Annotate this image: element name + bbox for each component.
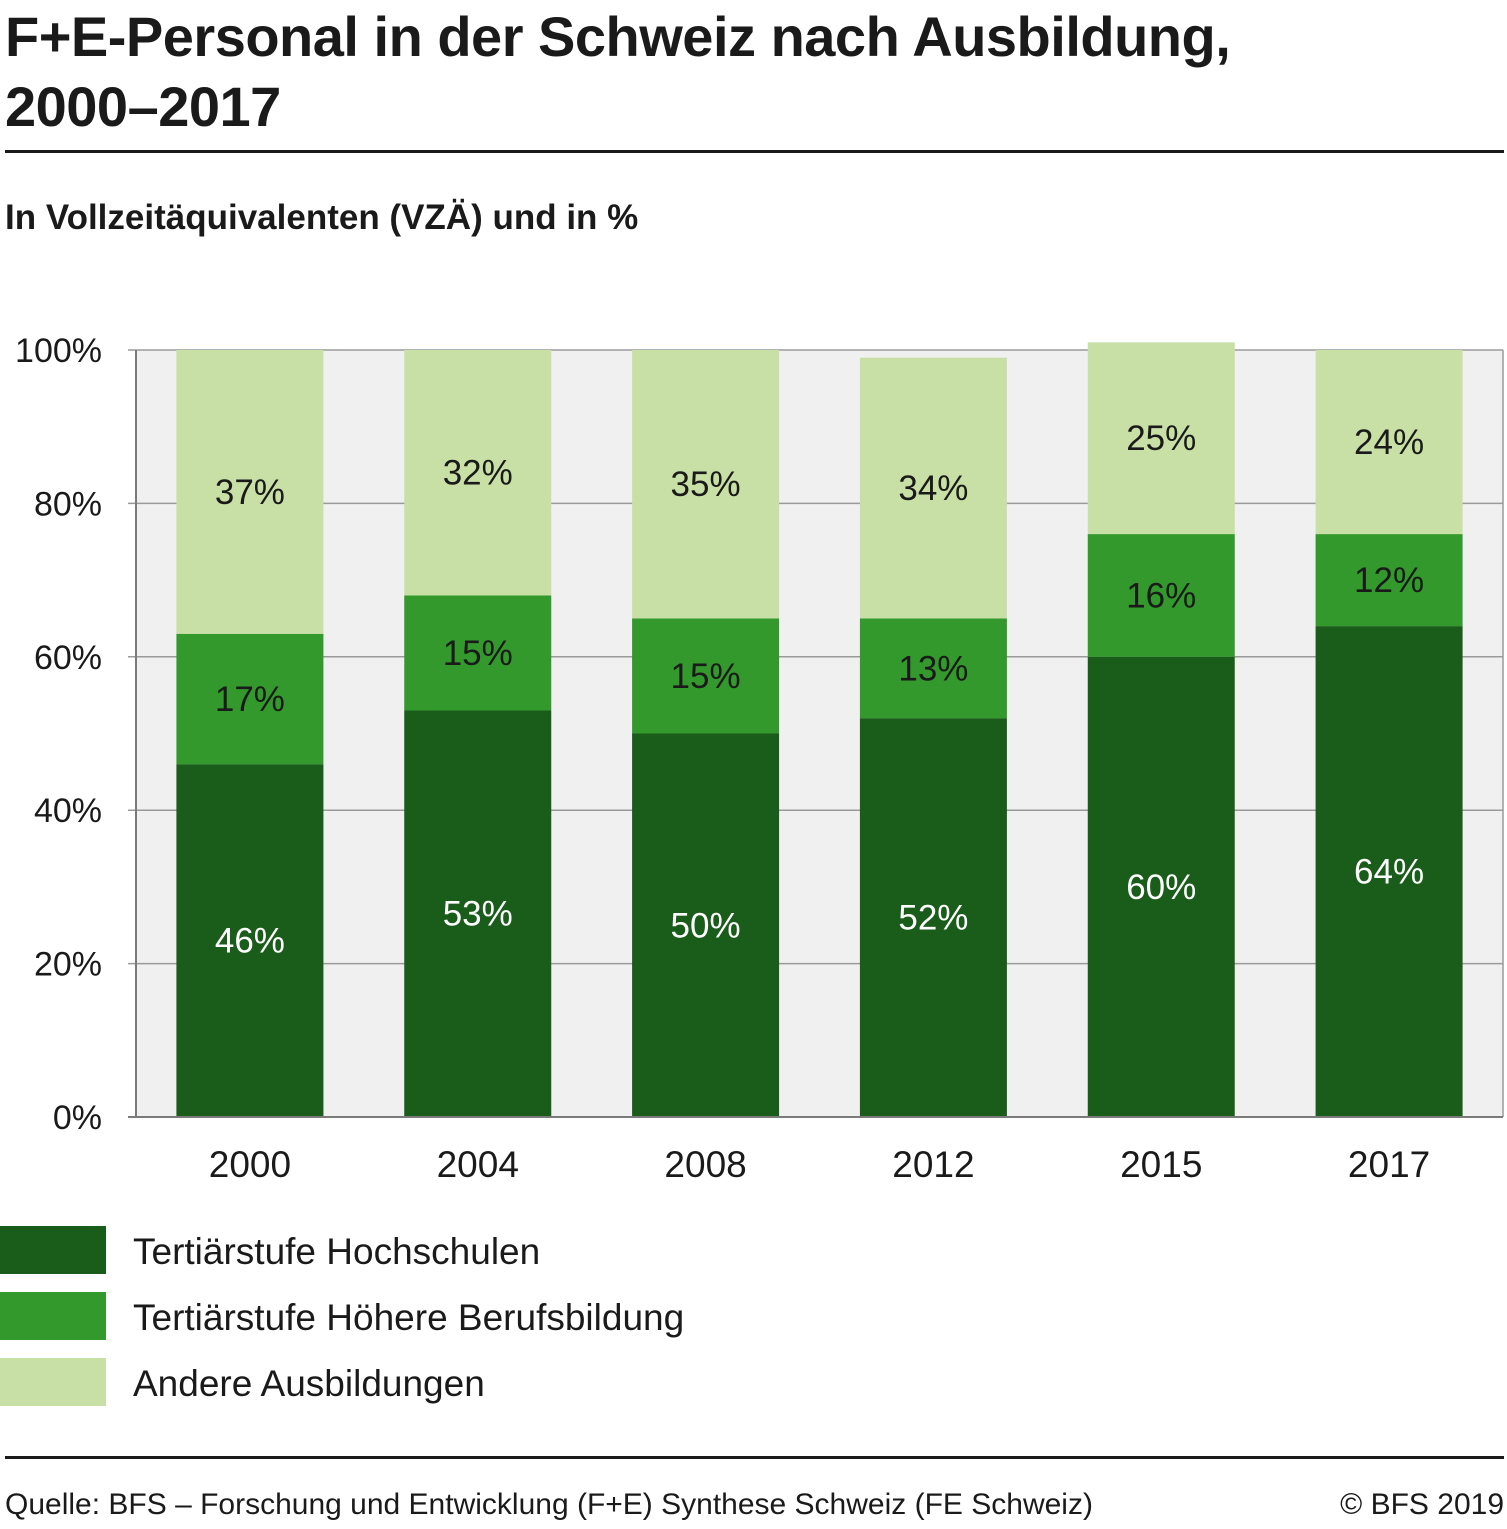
bar-segment — [404, 595, 552, 711]
data-label: 50% — [671, 906, 741, 945]
bar-segment — [632, 733, 780, 1117]
y-tick-label: 60% — [34, 639, 102, 677]
legend-label-hochschulen: Tertiärstufe Hochschulen — [133, 1231, 541, 1272]
data-label: 24% — [1354, 423, 1424, 462]
data-label: 46% — [215, 922, 285, 961]
title-rule — [5, 150, 1504, 153]
legend-item-andere: Andere Ausbildungen — [0, 1358, 900, 1406]
data-label: 25% — [1126, 419, 1196, 458]
data-label: 17% — [215, 680, 285, 719]
x-tick-label: 2000 — [209, 1144, 291, 1185]
chart-subtitle: In Vollzeitäquivalenten (VZÄ) und in % — [5, 198, 639, 237]
bar-segment — [859, 618, 1007, 719]
data-label: 52% — [898, 899, 968, 938]
copyright-note: © BFS 2019 — [1340, 1488, 1504, 1521]
data-label: 60% — [1126, 868, 1196, 907]
legend-swatch-berufsbildung — [0, 1292, 106, 1340]
data-label: 15% — [671, 657, 741, 696]
y-tick-label: 80% — [34, 485, 102, 523]
y-tick-label: 40% — [34, 792, 102, 830]
bar-segment — [1315, 626, 1463, 1117]
bar-segment — [1087, 656, 1235, 1117]
bar-segment — [404, 710, 552, 1117]
data-label: 37% — [215, 473, 285, 512]
data-label: 34% — [898, 469, 968, 508]
bar-segment — [176, 633, 324, 765]
bar-segment — [632, 618, 780, 734]
x-tick-label: 2012 — [892, 1144, 974, 1185]
data-label: 64% — [1354, 853, 1424, 892]
data-label: 13% — [898, 649, 968, 688]
data-label: 12% — [1354, 561, 1424, 600]
x-tick-label: 2004 — [437, 1144, 519, 1185]
y-tick-label: 100% — [15, 332, 102, 370]
legend-swatch-andere — [0, 1358, 106, 1406]
bar-segment — [404, 350, 552, 596]
title-line-2: 2000–2017 — [5, 75, 281, 138]
plot-background — [136, 350, 1503, 1117]
bar-segment — [859, 718, 1007, 1117]
data-label: 53% — [443, 895, 513, 934]
bar-segment — [176, 350, 324, 634]
legend-item-berufsbildung: Tertiärstufe Höhere Berufsbildung — [0, 1292, 900, 1340]
data-label: 15% — [443, 634, 513, 673]
footer-rule — [5, 1456, 1504, 1459]
bar-segment — [176, 764, 324, 1117]
source-note: Quelle: BFS – Forschung und Entwicklung … — [5, 1488, 1093, 1521]
title-line-1: F+E-Personal in der Schweiz nach Ausbild… — [5, 5, 1231, 68]
data-label: 35% — [671, 465, 741, 504]
bar-segment — [1087, 342, 1235, 535]
bar-segment — [859, 357, 1007, 619]
legend-label-andere: Andere Ausbildungen — [133, 1363, 485, 1404]
y-tick-label: 0% — [53, 1099, 102, 1137]
bar-segment — [1315, 534, 1463, 627]
bar-segment — [1315, 350, 1463, 535]
legend-label-berufsbildung: Tertiärstufe Höhere Berufsbildung — [133, 1297, 685, 1338]
bar-segment — [1087, 534, 1235, 657]
x-tick-label: 2015 — [1120, 1144, 1202, 1185]
legend-item-hochschulen: Tertiärstufe Hochschulen — [0, 1226, 900, 1274]
x-tick-label: 2017 — [1348, 1144, 1430, 1185]
bar-segment — [632, 350, 780, 619]
x-tick-label: 2008 — [664, 1144, 746, 1185]
legend-swatch-hochschulen — [0, 1226, 106, 1274]
data-label: 32% — [443, 454, 513, 493]
stacked-bar-chart: 0% 20% 40% 60% 80% 100% 46% 17% 37% 2000 53% 15% 32%… — [15, 332, 1504, 1185]
page-title: F+E-Personal in der Schweiz nach Ausbild… — [5, 2, 1405, 142]
data-label: 16% — [1126, 576, 1196, 615]
y-tick-label: 20% — [34, 946, 102, 984]
